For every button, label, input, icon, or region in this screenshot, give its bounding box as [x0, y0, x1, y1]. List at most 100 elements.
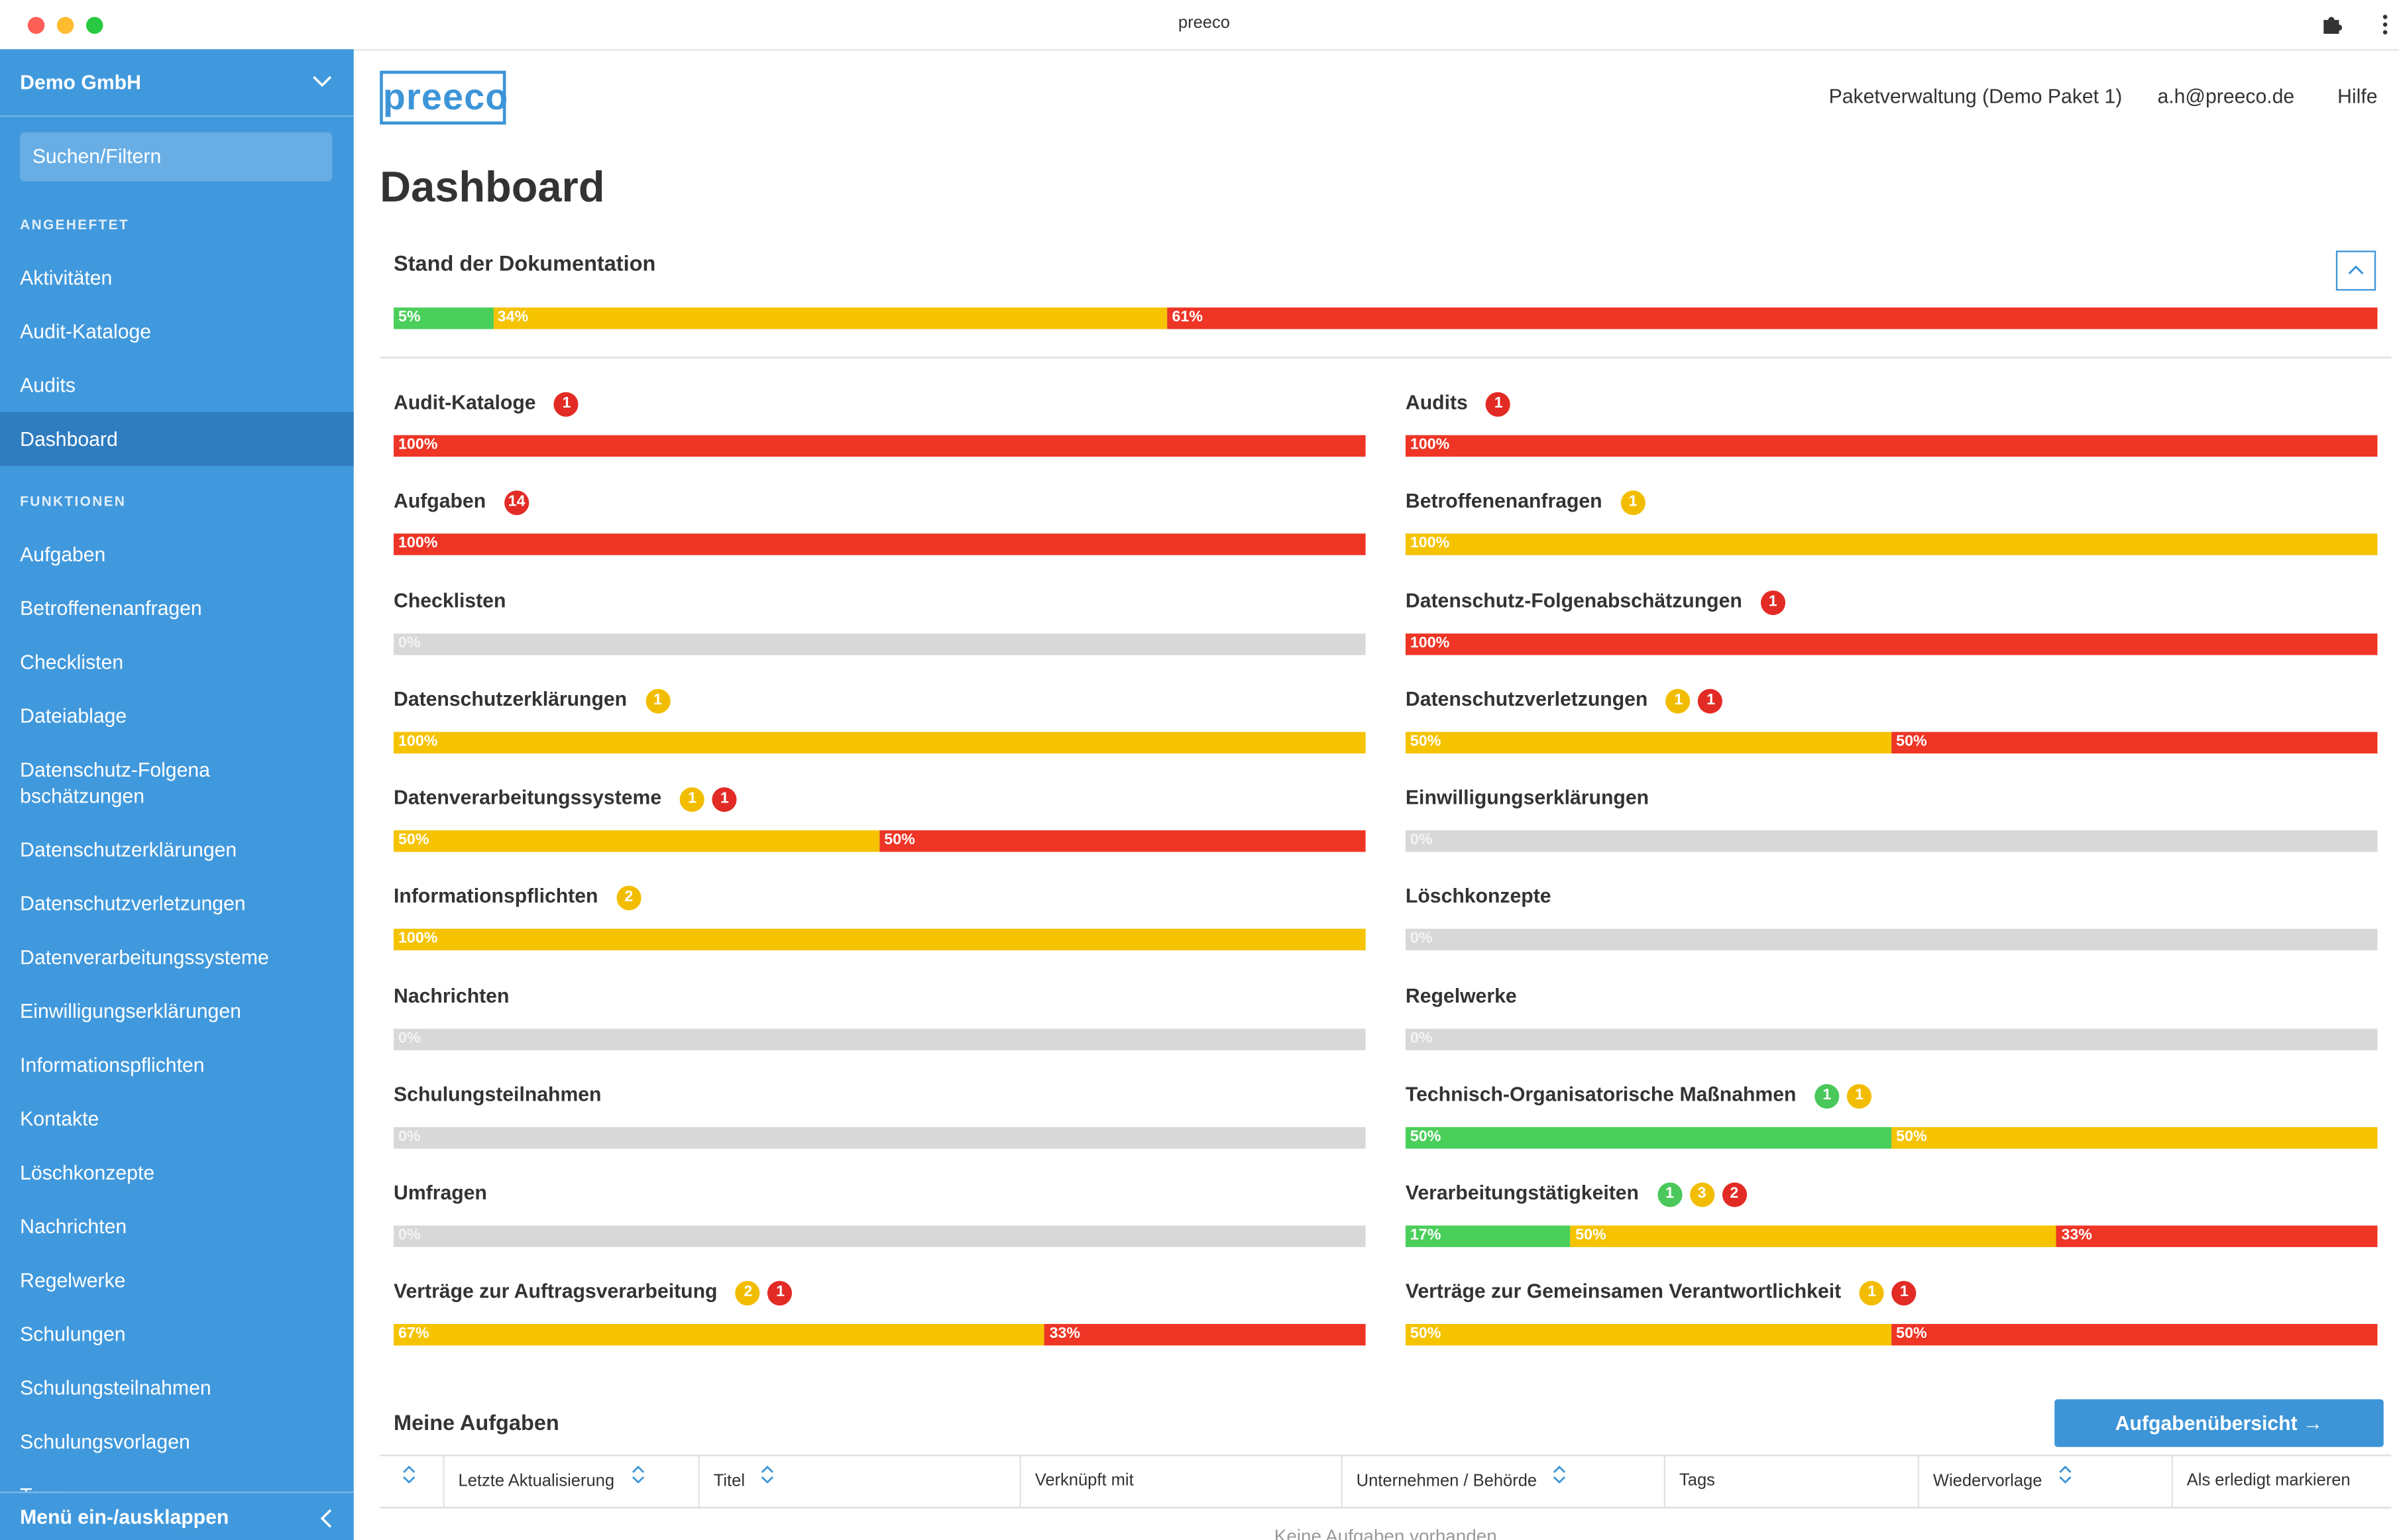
area-title: Informationspflichten 2: [394, 885, 642, 911]
sort-icon: [760, 1457, 775, 1508]
nav-item[interactable]: Aufgaben: [20, 543, 106, 566]
minimize-button[interactable]: [56, 17, 74, 34]
status-badge: 1: [1620, 490, 1646, 516]
area-bar: 50% 50%: [1405, 1324, 2378, 1347]
bar-segment: 100%: [394, 533, 1366, 556]
column-header[interactable]: Unternehmen / Behörde: [1343, 1456, 1666, 1508]
table-top-border: [380, 1455, 2392, 1457]
nav-item[interactable]: Checklisten: [20, 650, 124, 674]
area-name: Einwilligungserklärungen: [1405, 785, 1649, 809]
area-name: Löschkonzepte: [1405, 884, 1551, 908]
bar-segment: 33%: [1044, 1324, 1366, 1347]
area-bar: 50% 50%: [1405, 1127, 2378, 1148]
bar-label: 0%: [1410, 1029, 1433, 1047]
nav-item[interactable]: Einwilligungserklärungen: [20, 999, 241, 1023]
header-link[interactable]: Paketverwaltung (Demo Paket 1): [1828, 84, 2123, 108]
area-bar: 0%: [394, 1127, 1366, 1148]
area-bar: 0%: [1405, 1028, 2378, 1050]
nav-item[interactable]: Kontakte: [20, 1107, 99, 1130]
bar-label: 50%: [1896, 1128, 1927, 1146]
area-name: Datenverarbeitungssysteme: [394, 785, 662, 809]
close-button[interactable]: [27, 17, 45, 34]
section-title: Stand der Dokumentation: [394, 250, 656, 276]
bar-segment: 34%: [492, 307, 1168, 329]
extensions-icon[interactable]: [2321, 14, 2343, 35]
nav-item[interactable]: Audit-Kataloge: [20, 319, 152, 343]
menu-icon[interactable]: [2380, 14, 2390, 35]
bar-label: 50%: [1410, 1128, 1441, 1146]
sort-arrows: [403, 1465, 416, 1484]
nav-item[interactable]: Schulungen: [20, 1322, 126, 1346]
tasks-button[interactable]: Aufgabenübersicht →: [2054, 1399, 2384, 1447]
search-field[interactable]: Suchen/Filtern: [20, 132, 333, 182]
bar-segment: 50%: [1571, 1225, 2057, 1247]
nav-item[interactable]: Schulungsvorlagen: [20, 1430, 190, 1453]
nav-item[interactable]: Regelwerke: [20, 1268, 126, 1292]
area-bar: 100%: [1405, 533, 2378, 556]
area-bar: 0%: [394, 1225, 1366, 1247]
zoom-button[interactable]: [85, 17, 103, 34]
bar-label: 33%: [2061, 1227, 2092, 1244]
nav-item[interactable]: Dashboard: [0, 412, 354, 467]
area-name: Audit-Kataloge: [394, 390, 536, 414]
column-label: Letzte Aktualisierung: [458, 1472, 615, 1491]
nav-item[interactable]: Datenschutzerklärungen: [20, 838, 237, 861]
bar-segment: 100%: [1405, 533, 2378, 556]
bar-label: 50%: [1896, 1325, 1927, 1343]
nav-item[interactable]: Löschkonzepte: [20, 1160, 155, 1184]
nav-item[interactable]: Aktivitäten: [20, 266, 113, 290]
nav-item[interactable]: Nachrichten: [20, 1215, 127, 1238]
column-header[interactable]: [380, 1456, 445, 1508]
nav-item[interactable]: Datenverarbeitungssysteme: [20, 946, 269, 969]
collapse-button[interactable]: [2335, 250, 2376, 291]
bar-label: 34%: [497, 309, 529, 326]
sort-arrows: [631, 1465, 643, 1484]
bar-label: 0%: [1410, 832, 1433, 849]
status-badge: 2: [736, 1281, 761, 1306]
nav-item[interactable]: Datenschutz-Folgenabschätzungen: [20, 758, 210, 808]
area-title: Regelwerke: [1406, 983, 1517, 1007]
overview-bar: 5% 34% 61%: [394, 307, 2378, 329]
bar-label: 0%: [398, 634, 421, 651]
nav-item[interactable]: Betroffenenanfragen: [20, 596, 202, 620]
table-header-border: [380, 1507, 2392, 1509]
bar-segment: 50%: [879, 830, 1366, 852]
sort-icon: [402, 1457, 417, 1508]
column-label: Als erledigt markieren: [2186, 1471, 2351, 1490]
area-name: Verträge zur Auftragsverarbeitung: [394, 1280, 718, 1303]
sort-arrows: [2059, 1465, 2072, 1484]
bar-label: 100%: [1410, 437, 1450, 454]
bar-segment: 67%: [394, 1324, 1045, 1347]
nav-item[interactable]: Datenschutzverletzungen: [20, 891, 246, 915]
nav-item[interactable]: Dateiablage: [20, 704, 127, 728]
bar-label: 50%: [1410, 733, 1441, 750]
area-title: Umfragen: [394, 1181, 487, 1204]
column-header[interactable]: Titel: [700, 1456, 1021, 1508]
bar-label: 33%: [1049, 1325, 1081, 1343]
company-selector[interactable]: Demo GmbH: [0, 49, 354, 117]
status-badge: 3: [1689, 1182, 1714, 1207]
area-title: Audit-Kataloge 1: [394, 390, 579, 417]
collapse-menu[interactable]: Menü ein-/ausklappen: [0, 1491, 354, 1540]
area-bar: 50% 50%: [1405, 731, 2378, 753]
header-link[interactable]: Hilfe: [2337, 84, 2378, 108]
status-badge: 2: [616, 886, 642, 911]
sort-arrows: [761, 1465, 774, 1484]
status-badge: 1: [1847, 1083, 1872, 1109]
logo[interactable]: preeco: [380, 70, 508, 125]
nav-item[interactable]: Schulungsteilnahmen: [20, 1376, 211, 1400]
area-name: Verträge zur Gemeinsamen Verantwortlichk…: [1405, 1280, 1842, 1303]
area-title: Einwilligungserklärungen: [1406, 786, 1649, 809]
area-title: Nachrichten: [394, 983, 509, 1007]
header-link[interactable]: a.h@preeco.de: [2157, 84, 2295, 108]
area-name: Technisch-Organisatorische Maßnahmen: [1405, 1082, 1797, 1105]
column-header[interactable]: Wiedervorlage: [1919, 1456, 2173, 1508]
area-name: Nachrichten: [394, 983, 510, 1007]
nav-item[interactable]: Informationspflichten: [20, 1053, 205, 1077]
area-title: Datenschutzerklärungen 1: [394, 687, 671, 714]
area-name: Datenschutzverletzungen: [1405, 687, 1648, 710]
column-header[interactable]: Letzte Aktualisierung: [445, 1456, 700, 1508]
bar-segment: 50%: [394, 830, 880, 852]
nav-item[interactable]: Audits: [20, 373, 76, 397]
